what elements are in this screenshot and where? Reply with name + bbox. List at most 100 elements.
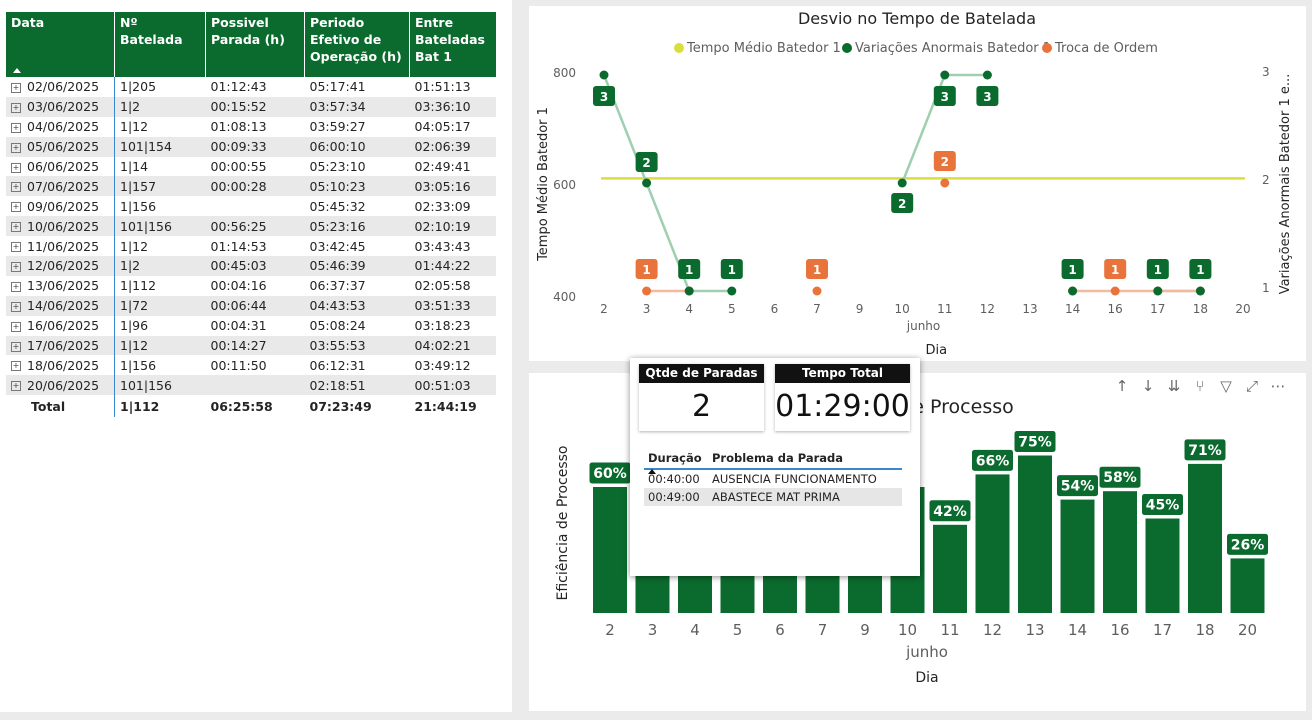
expand-icon[interactable]: +	[11, 182, 21, 193]
bar[interactable]	[1103, 491, 1137, 613]
table-row[interactable]: +09/06/2025 1|156 05:45:32 02:33:09	[6, 196, 496, 217]
expand-icon[interactable]: +	[11, 82, 21, 93]
sort-ascending-icon[interactable]	[648, 469, 656, 474]
table-cell: 02:06:39	[409, 136, 496, 157]
expand-icon[interactable]: +	[11, 281, 21, 292]
expand-icon[interactable]: +	[11, 361, 21, 372]
header-label: Duração	[648, 451, 702, 465]
data-point[interactable]	[940, 178, 950, 188]
table-cell: 05:10:23	[304, 176, 410, 197]
data-point[interactable]	[982, 70, 992, 80]
expand-icon[interactable]: +	[11, 381, 21, 392]
fork-icon[interactable]: ⑂	[1195, 377, 1205, 395]
table-row[interactable]: +12/06/2025 1|2 00:45:03 05:46:39 01:44:22	[6, 256, 496, 276]
table-cell: 1|12	[114, 335, 206, 356]
date-label: 13/06/2025	[27, 278, 100, 294]
table-row[interactable]: +11/06/2025 1|12 01:14:53 03:42:45 03:43:43	[6, 236, 496, 257]
header-line: Efetivo de	[310, 32, 382, 47]
stops-row: 00:49:00 ABASTECE MAT PRIMA	[644, 488, 902, 506]
total-cell: 21:44:19	[414, 398, 477, 414]
expand-icon[interactable]: +	[11, 321, 21, 332]
bar[interactable]	[1060, 499, 1095, 613]
table-cell	[205, 375, 305, 396]
more-options-icon[interactable]: ⋯	[1270, 377, 1286, 395]
expand-icon[interactable]: +	[11, 122, 21, 133]
data-point[interactable]	[1110, 286, 1120, 296]
legend-marker	[1042, 43, 1052, 53]
x-tick-label: 6	[775, 621, 785, 639]
filter-icon[interactable]: ▽	[1220, 377, 1232, 395]
stops-table: Duração Problema da Parada 00:40:00 AUSEN…	[644, 448, 902, 506]
y-tick-label: 400	[553, 290, 576, 304]
data-point[interactable]	[1153, 286, 1163, 296]
arrow-down-icon[interactable]: ↓	[1141, 377, 1155, 395]
header-problema[interactable]: Problema da Parada	[708, 448, 902, 470]
table-row[interactable]: +07/06/2025 1|157 00:00:28 05:10:23 03:05:16	[6, 176, 496, 197]
data-point[interactable]	[812, 286, 822, 296]
table-row[interactable]: +14/06/2025 1|72 00:06:44 04:43:53 03:51:33	[6, 295, 496, 316]
focus-mode-icon[interactable]: ⤢	[1245, 377, 1258, 395]
expand-icon[interactable]: +	[11, 222, 21, 233]
expand-icon[interactable]: +	[11, 142, 21, 153]
data-point[interactable]	[599, 70, 609, 80]
table-row[interactable]: +18/06/2025 1|156 00:11:50 06:12:31 03:49:12	[6, 355, 496, 376]
table-cell: 06:37:37	[309, 278, 366, 294]
bar[interactable]	[1188, 463, 1222, 613]
table-body: +02/06/2025 1|205 01:12:43 05:17:41 01:51:13…	[6, 77, 496, 396]
table-cell: 00:15:52	[205, 96, 305, 117]
y2-tick-label: 1	[1262, 281, 1270, 295]
header-duracao[interactable]: Duração	[644, 448, 708, 474]
bar[interactable]	[975, 474, 1010, 613]
data-point[interactable]	[642, 178, 652, 188]
expand-icon[interactable]: +	[11, 261, 21, 272]
table-row[interactable]: +20/06/2025 101|156 02:18:51 00:51:03	[6, 375, 496, 396]
table-row[interactable]: +05/06/2025 101|154 00:09:33 06:00:10 02:06:…	[6, 136, 496, 157]
data-point[interactable]	[897, 178, 907, 188]
date-label: 06/06/2025	[27, 159, 100, 174]
data-label: 2	[635, 152, 658, 172]
arrow-up-icon[interactable]: ↑	[1115, 377, 1129, 395]
sort-ascending-icon[interactable]	[13, 68, 21, 73]
table-row[interactable]: +06/06/2025 1|14 00:00:55 05:23:10 02:49:41	[6, 156, 496, 177]
table-row[interactable]: +10/06/2025 101|156 00:56:25 05:23:16 02:10:…	[6, 216, 496, 237]
data-point[interactable]	[727, 286, 737, 296]
header-data[interactable]: Data	[6, 12, 115, 77]
expand-icon[interactable]: +	[11, 341, 21, 352]
x-tick-label: 9	[860, 621, 870, 639]
data-point[interactable]	[940, 70, 950, 80]
header-batelada[interactable]: Nº Batelada	[114, 12, 206, 77]
table-row[interactable]: +03/06/2025 1|2 00:15:52 03:57:34 03:36:10	[6, 96, 496, 117]
header-entre-bateladas[interactable]: Entre Bateladas Bat 1	[409, 12, 496, 77]
header-periodo-efetivo[interactable]: Periodo Efetivo de Operação (h)	[304, 12, 410, 77]
bar[interactable]	[1230, 558, 1265, 613]
y-tick-label: 600	[553, 178, 576, 192]
data-label: 54%	[1056, 474, 1099, 498]
table-cell: 01:44:22	[409, 256, 496, 276]
date-label: 05/06/2025	[27, 139, 100, 155]
bar[interactable]	[933, 524, 967, 613]
table-row[interactable]: +16/06/2025 1|96 00:04:31 05:08:24 03:18:23	[6, 315, 496, 336]
x-tick-label: 11	[940, 621, 959, 639]
data-point[interactable]	[684, 286, 694, 296]
expand-icon[interactable]: +	[11, 162, 21, 173]
expand-icon[interactable]: +	[11, 242, 21, 253]
header-possivel-parada[interactable]: Possivel Parada (h)	[205, 12, 305, 77]
table-cell: 00:00:28	[205, 176, 305, 197]
data-point[interactable]	[1068, 286, 1078, 296]
bar[interactable]	[1145, 518, 1180, 614]
date-cell: +14/06/2025	[6, 295, 115, 316]
table-row[interactable]: +04/06/2025 1|12 01:08:13 03:59:27 04:05:17	[6, 116, 496, 137]
data-point[interactable]	[642, 286, 652, 296]
double-arrow-down-icon[interactable]: ⇊	[1167, 377, 1181, 395]
header-line: Bateladas	[415, 32, 485, 47]
expand-icon[interactable]: +	[11, 202, 21, 213]
table-row[interactable]: +13/06/2025 1|112 00:04:16 06:37:37 02:05:58	[6, 275, 496, 296]
expand-icon[interactable]: +	[11, 102, 21, 113]
bar[interactable]	[1018, 455, 1052, 614]
data-point[interactable]	[1195, 286, 1205, 296]
table-row[interactable]: +02/06/2025 1|205 01:12:43 05:17:41 01:51:13	[6, 77, 496, 97]
x-tick-label: 5	[733, 621, 743, 639]
expand-icon[interactable]: +	[11, 301, 21, 312]
table-row[interactable]: +17/06/2025 1|12 00:14:27 03:55:53 04:02:21	[6, 335, 496, 356]
bar[interactable]	[593, 487, 627, 613]
